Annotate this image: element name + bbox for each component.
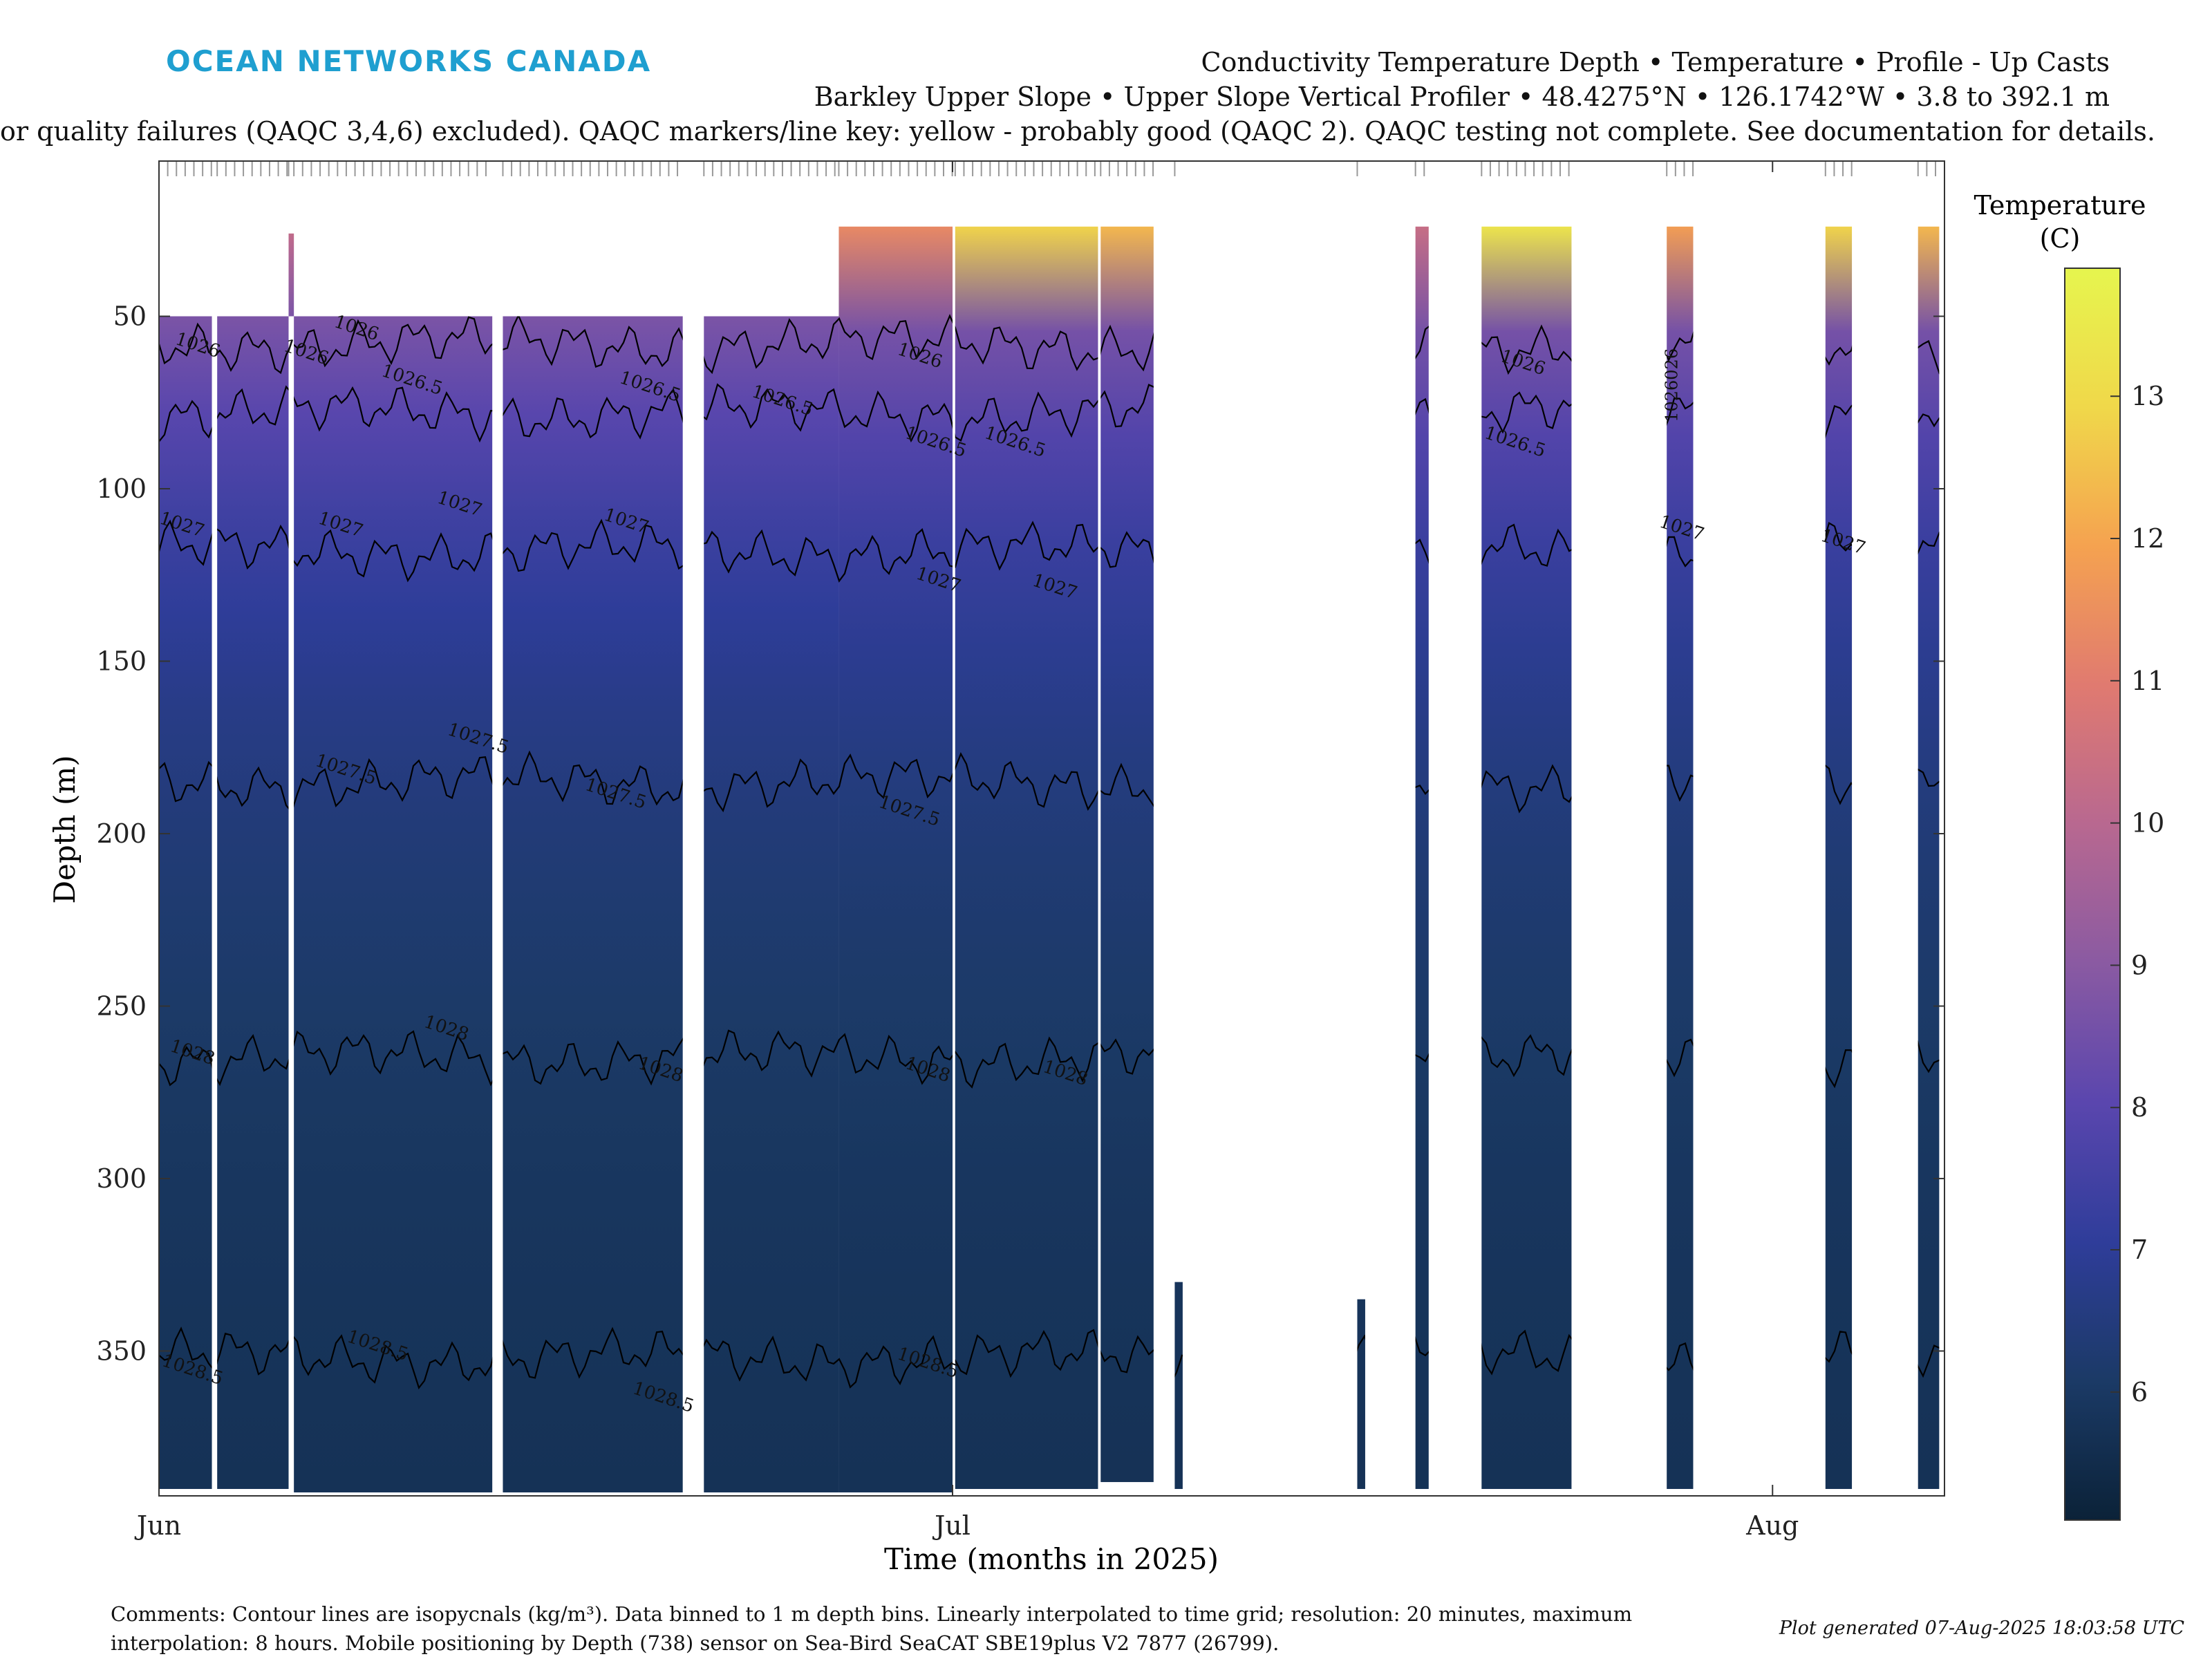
chart-subtitle: Barkley Upper Slope • Upper Slope Vertic… bbox=[814, 82, 2110, 112]
data-block bbox=[294, 316, 493, 1493]
y-tick-label: 250 bbox=[96, 991, 147, 1021]
data-block bbox=[1357, 1299, 1365, 1490]
plot-frame bbox=[158, 160, 1945, 1497]
data-block bbox=[838, 226, 953, 1493]
colorbar-tick-label: 12 bbox=[2131, 523, 2164, 554]
data-block bbox=[1667, 226, 1694, 1490]
colorbar-tick-label: 11 bbox=[2131, 666, 2164, 696]
colorbar: 6 7 8 9 10 11 12 13 bbox=[2064, 268, 2164, 1521]
data-block bbox=[217, 316, 289, 1490]
qaqc-markers bbox=[158, 161, 1936, 176]
colorbar-tick-label: 10 bbox=[2131, 808, 2164, 838]
colorbar-label-line1: Temperature bbox=[1974, 190, 2146, 221]
y-tick-label: 350 bbox=[96, 1335, 147, 1366]
data-block bbox=[288, 233, 294, 317]
qaqc-note: or quality failures (QAQC 3,4,6) exclude… bbox=[0, 116, 2155, 147]
colorbar-tick-label: 8 bbox=[2131, 1092, 2148, 1123]
data-block bbox=[159, 316, 212, 1490]
colorbar-tick-label: 6 bbox=[2131, 1377, 2148, 1407]
comment-line-2: interpolation: 8 hours. Mobile positioni… bbox=[111, 1631, 1280, 1655]
data-block bbox=[1825, 226, 1853, 1490]
y-tick-label: 100 bbox=[96, 474, 147, 504]
y-axis-label: Depth (m) bbox=[48, 755, 82, 903]
data-block bbox=[955, 226, 1098, 1490]
colorbar-tick-label: 13 bbox=[2131, 381, 2164, 411]
generated-timestamp: Plot generated 07-Aug-2025 18:03:58 UTC bbox=[1779, 1618, 2184, 1639]
y-tick-label: 50 bbox=[113, 301, 147, 332]
onc-logo: OCEAN NETWORKS CANADA bbox=[166, 44, 652, 78]
y-tick-label: 150 bbox=[96, 646, 147, 677]
axes: 50 100 150 200 250 300 350 Jun Jul Aug bbox=[96, 161, 1944, 1541]
temperature-heatmap bbox=[159, 226, 1940, 1493]
data-block bbox=[704, 316, 839, 1493]
colorbar-tick-label: 7 bbox=[2131, 1235, 2148, 1265]
x-axis-label: Time (months in 2025) bbox=[884, 1542, 1219, 1576]
isopycnal-label: 1026026 bbox=[1662, 348, 1682, 422]
x-tick-label: Jul bbox=[932, 1510, 971, 1541]
y-tick-label: 300 bbox=[96, 1163, 147, 1194]
data-block bbox=[1918, 226, 1940, 1490]
data-block bbox=[1481, 226, 1572, 1490]
comment-line-1: Comments: Contour lines are isopycnals (… bbox=[111, 1602, 1633, 1626]
chart-title: Conductivity Temperature Depth • Tempera… bbox=[1201, 47, 2110, 77]
data-block bbox=[503, 316, 683, 1493]
colorbar-tick-label: 9 bbox=[2131, 950, 2148, 980]
data-block bbox=[1415, 226, 1429, 1490]
colorbar-label-line2: (C) bbox=[2040, 223, 2081, 254]
y-tick-label: 200 bbox=[96, 818, 147, 849]
data-block bbox=[1100, 226, 1154, 1483]
colorbar-gradient bbox=[2064, 268, 2121, 1521]
x-tick-label: Jun bbox=[134, 1510, 181, 1541]
data-block bbox=[1174, 1282, 1183, 1490]
x-tick-label: Aug bbox=[1745, 1510, 1799, 1541]
